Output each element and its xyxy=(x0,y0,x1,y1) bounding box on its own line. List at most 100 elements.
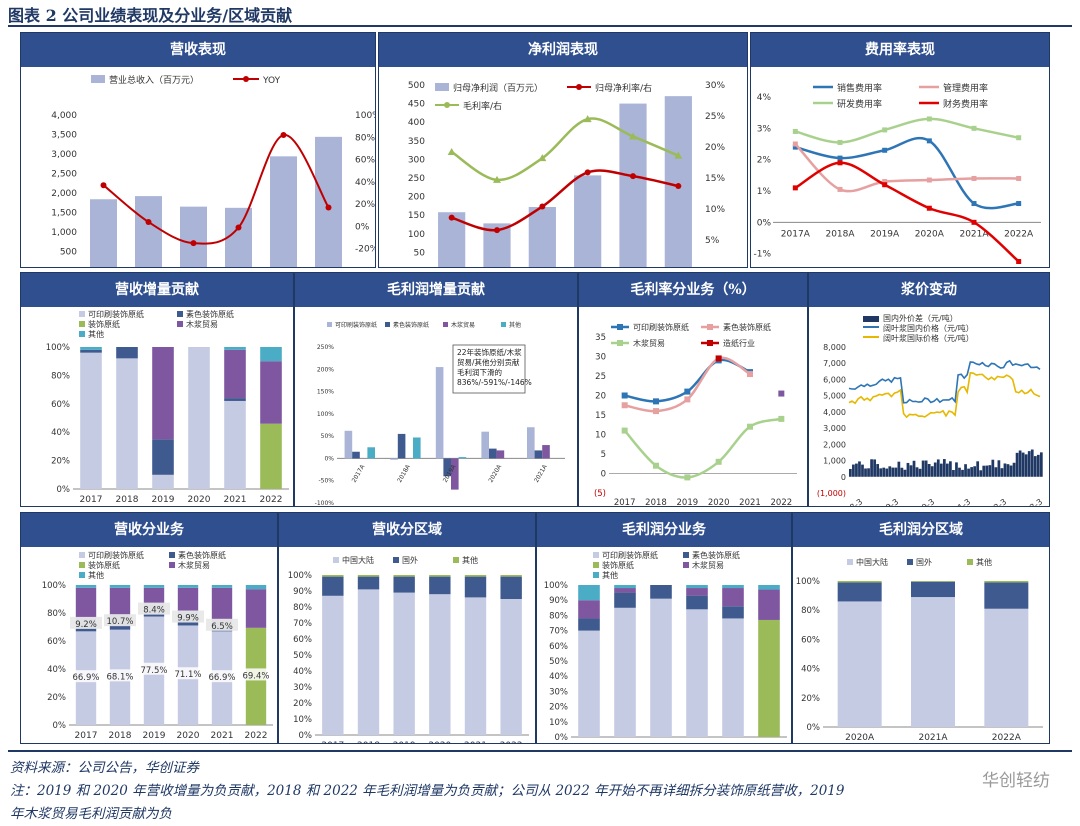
series-line xyxy=(623,417,782,479)
y-tick-left: 3,000 xyxy=(823,424,846,433)
bar-segment xyxy=(224,400,246,489)
point-marker xyxy=(971,219,977,225)
bar-spread xyxy=(897,461,901,477)
bar-segment xyxy=(322,575,344,577)
point-marker xyxy=(675,183,682,190)
legend-label: 素色装饰原纸 xyxy=(186,309,234,319)
bar-segment xyxy=(80,347,102,350)
legend-label: 素色装饰原纸 xyxy=(723,322,771,332)
x-tick-label: 2021A xyxy=(918,733,948,743)
legend-swatch xyxy=(327,322,332,327)
y-tick-left: 1% xyxy=(757,187,772,197)
bar-segment xyxy=(464,575,487,577)
bar-segment xyxy=(260,423,282,489)
bar-segment xyxy=(984,581,1029,583)
legend-swatch-bar xyxy=(91,75,105,83)
x-tick-label: 2018 xyxy=(357,741,380,743)
legend-swatch xyxy=(79,331,85,337)
y-tick-left: 80% xyxy=(47,609,66,619)
x-tick-label: 2017 xyxy=(614,498,636,506)
bar-segment xyxy=(614,607,636,737)
bar-segment xyxy=(75,587,97,619)
y-tick-left: 50% xyxy=(321,433,335,440)
y-tick-left: 10% xyxy=(549,718,568,728)
bar-segment xyxy=(322,595,344,735)
bar-spread xyxy=(885,468,889,477)
bar-segment xyxy=(116,347,138,359)
y-tick-left: 40% xyxy=(47,665,66,675)
bar-segment xyxy=(211,587,233,623)
y-tick-right: 100% xyxy=(355,111,375,121)
bar-spread xyxy=(930,466,934,477)
bar-segment xyxy=(650,598,672,737)
bar-segment xyxy=(152,439,174,475)
legend-marker xyxy=(707,340,713,346)
y-tick-left: 2,000 xyxy=(823,440,846,449)
x-tick-label: 2018A xyxy=(825,229,855,239)
legend-label: 国外 xyxy=(916,557,932,567)
legend-swatch xyxy=(169,552,175,558)
series-line-intl xyxy=(848,371,1041,419)
x-tick-label: 2020 xyxy=(428,741,451,743)
y-tick-left: 60% xyxy=(47,637,66,647)
y-tick-left: -100% xyxy=(315,500,335,506)
data-label: 10.7% xyxy=(106,617,133,627)
bar-segment xyxy=(686,609,708,737)
point-marker xyxy=(684,388,691,395)
y-tick-left: 0% xyxy=(324,455,334,462)
bar-spread xyxy=(876,464,880,477)
panel-rev-incr: 营收增量贡献 可印刷装饰原纸 素色装饰原纸 装饰原纸 木浆贸易 其他 0% 20% 40% 60… xyxy=(20,272,294,507)
series-line xyxy=(624,358,751,403)
pulp-chart: 国内外价差（元/吨）阔叶浆国内价格（元/吨）阔叶浆国际价格（元/吨） (1,000… xyxy=(817,313,1044,506)
legend-label: 其他 xyxy=(602,570,618,580)
footer-rule xyxy=(8,750,1072,752)
y-tick-right: -20% xyxy=(355,245,375,255)
bar xyxy=(542,445,550,459)
bar xyxy=(496,450,505,459)
y-tick-left: 80% xyxy=(549,611,568,621)
legend-swatch xyxy=(683,562,689,568)
bar-segment xyxy=(393,576,415,593)
point-marker xyxy=(621,427,628,434)
point-marker xyxy=(837,139,843,145)
data-label: 9.9% xyxy=(177,614,199,624)
bar-spread xyxy=(924,460,928,477)
y-tick-left: 1,000 xyxy=(823,457,846,466)
point-marker xyxy=(653,408,659,415)
bar-spread xyxy=(912,460,916,477)
point-marker xyxy=(538,154,547,162)
legend-label: 装饰原纸 xyxy=(602,560,634,570)
point-marker xyxy=(792,128,798,134)
y-tick-right: 10% xyxy=(705,205,725,215)
point-marker xyxy=(971,201,977,207)
bar-segment xyxy=(224,349,246,399)
point-marker xyxy=(747,371,753,378)
legend-label: 装饰原纸 xyxy=(88,560,120,570)
bar xyxy=(390,458,398,460)
legend-swatch xyxy=(863,316,879,322)
bar xyxy=(481,431,489,459)
point-marker xyxy=(539,203,546,210)
bar-segment xyxy=(686,585,708,589)
x-tick-label: 2021A xyxy=(959,229,989,239)
title-rule xyxy=(8,25,1072,27)
y-tick-left: 0% xyxy=(555,733,569,743)
y-tick-left: 50% xyxy=(549,657,568,667)
bar-segment xyxy=(429,575,451,577)
data-label-bg xyxy=(172,610,204,623)
bar-spread xyxy=(933,462,937,477)
y-tick-left: 0% xyxy=(757,218,772,228)
panel-gp-reg: 毛利润分区域 中国大陆 国外 其他 0% 20% 40% 60% 80% 100% 2020A 20… xyxy=(792,512,1050,744)
y-tick-left: 0 xyxy=(841,473,846,482)
y-tick-left: 90% xyxy=(549,596,568,606)
y-tick-left: 70% xyxy=(549,627,568,637)
y-tick-left: 200% xyxy=(317,366,334,373)
point-marker xyxy=(778,415,785,422)
footnote-line-2: 年木浆贸易毛利润贡献为负 xyxy=(10,806,172,822)
bar-spread xyxy=(891,467,895,477)
y-tick-left: 20% xyxy=(549,703,568,713)
legend-label: 可印刷装饰原纸 xyxy=(335,321,377,329)
bar-segment xyxy=(500,575,522,577)
